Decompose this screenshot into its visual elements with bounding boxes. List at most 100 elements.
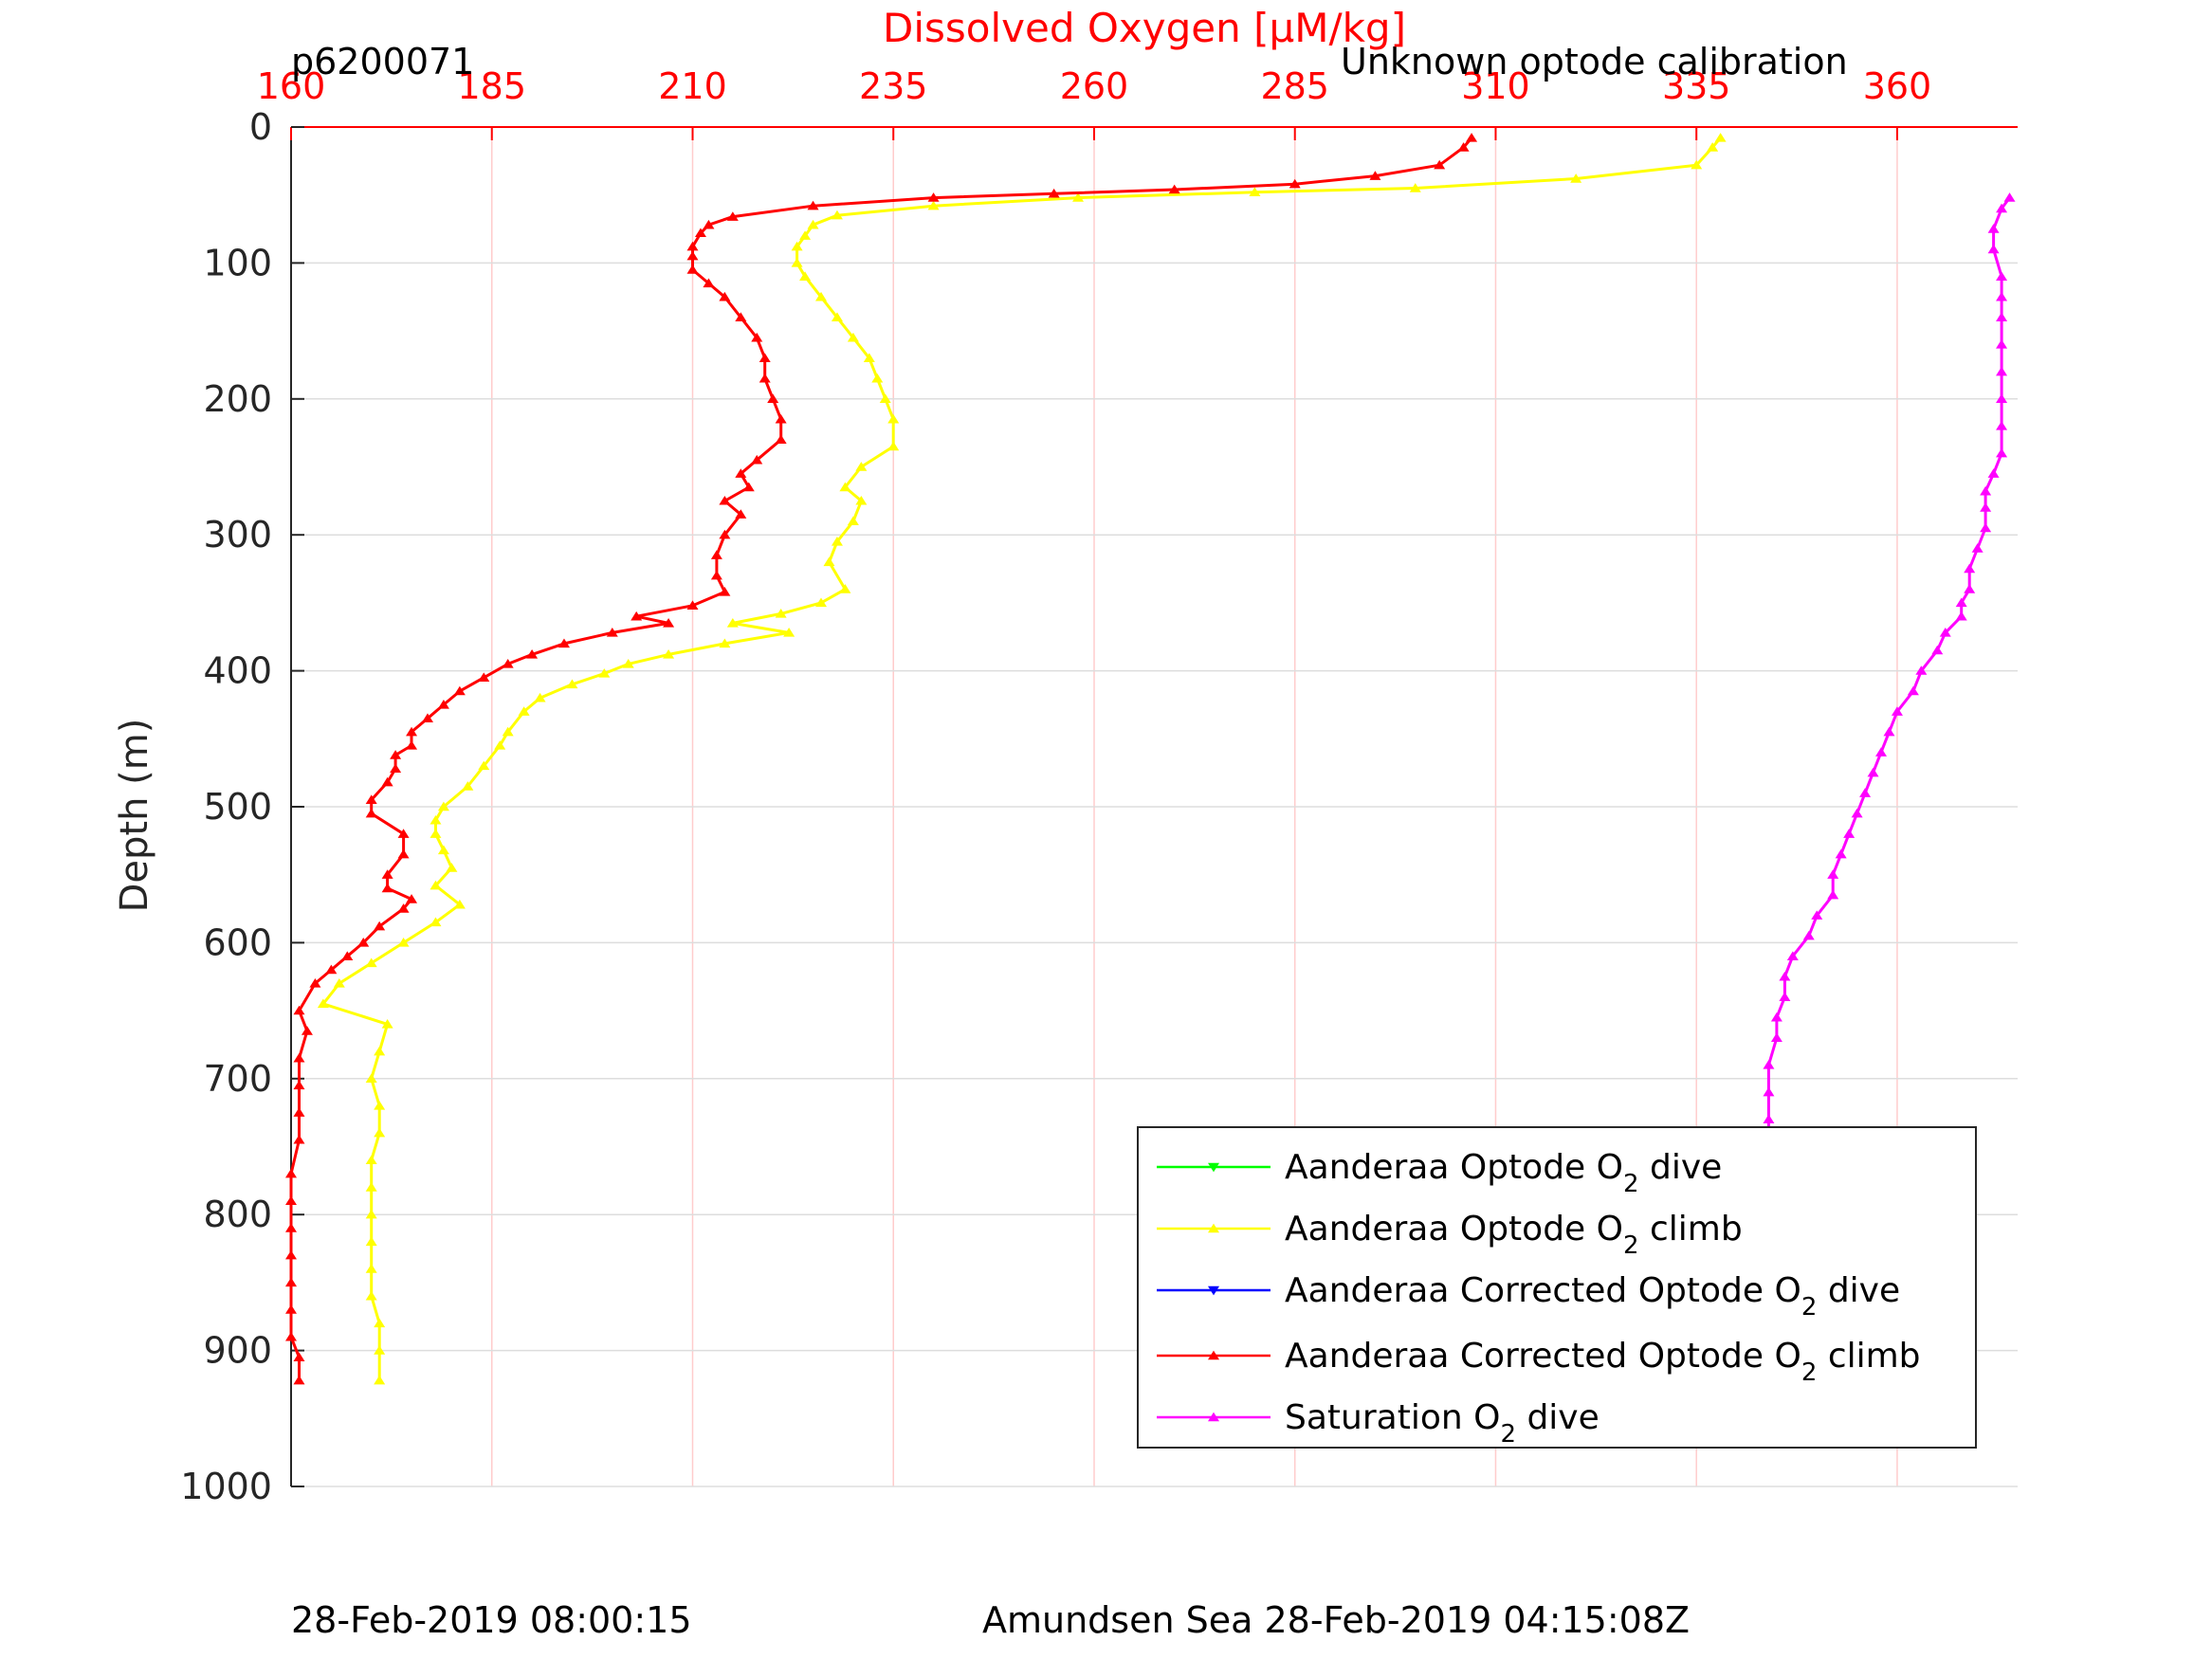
x-tick-label: 235 [859,65,928,107]
data-point [285,1249,297,1260]
data-point [759,373,771,383]
data-point [374,1046,386,1056]
data-point [1875,747,1888,757]
y-tick-label: 700 [203,1058,272,1100]
data-point [365,1236,377,1247]
x-tick-label: 160 [257,65,326,107]
data-point [1971,543,1983,553]
data-point [735,312,747,321]
data-point [1980,522,1992,533]
y-tick-label: 500 [203,786,272,828]
data-point [887,413,900,424]
data-point [1996,366,2008,376]
data-point [381,869,393,879]
data-point [406,894,418,903]
series-line [321,137,1722,1381]
data-point [293,1107,305,1117]
data-point [710,550,722,559]
data-point [365,1182,377,1192]
legend-marker [1208,1162,1219,1173]
data-point [1987,244,2000,254]
data-point [1811,910,1823,920]
data-point [1955,611,1967,621]
data-point [285,1195,297,1206]
data-point [325,964,338,975]
data-point [293,1134,305,1144]
data-point [1931,645,1944,655]
data-point [1802,930,1815,940]
data-point [1570,173,1582,183]
data-point [1996,447,2008,458]
data-point [927,200,940,210]
data-point [365,1073,377,1083]
data-point [397,829,410,838]
data-point [566,679,578,689]
legend-label: Saturation O2 dive [1285,1398,1600,1449]
y-tick-label: 100 [203,242,272,283]
data-point [1996,271,2008,281]
x-tick-label: 335 [1662,65,1731,107]
x-tick-label: 310 [1461,65,1530,107]
data-point [381,1019,393,1029]
data-point [710,570,722,580]
data-point [759,353,771,362]
data-point [1786,951,1799,960]
data-point [663,648,675,659]
data-point [815,597,828,608]
data-point [437,845,449,855]
data-point [799,271,812,281]
data-point [430,829,442,838]
data-point [374,1101,386,1110]
data-point [735,468,747,478]
data-point [831,210,843,220]
data-point [1434,159,1446,170]
data-point [767,393,779,403]
data-point [1770,1032,1782,1042]
data-point [807,200,819,210]
data-point [494,740,506,750]
data-point [927,192,940,202]
data-point [839,482,851,492]
data-point [1827,889,1839,900]
data-point [726,618,739,628]
data-point [357,938,370,947]
data-point [1763,1114,1775,1124]
data-point [775,434,787,445]
data-point [293,1052,305,1063]
data-point [1048,188,1060,198]
data-point [558,638,570,648]
data-point [598,668,611,678]
footer-timestamp: 28-Feb-2019 08:00:15 [291,1599,692,1641]
data-point [663,618,675,628]
data-point [430,880,442,890]
data-point [1707,142,1719,152]
data-point [1779,992,1791,1001]
data-point [1867,767,1879,777]
data-point [397,903,410,913]
data-point [1851,808,1863,818]
data-point [374,1375,386,1385]
data-point [518,706,530,716]
data-point [1883,726,1895,737]
y-tick-label: 0 [249,106,272,148]
x-tick-label: 260 [1060,65,1129,107]
data-point [742,482,755,492]
legend-marker [1208,1285,1219,1296]
x-tick-label: 210 [658,65,727,107]
data-point [293,1080,305,1090]
data-point [406,740,418,750]
calibration-note: Unknown optode calibration [1341,41,1848,82]
data-point [430,917,442,927]
data-point [751,454,763,465]
data-point [293,1375,305,1385]
data-point [871,373,884,383]
data-point [686,264,699,274]
data-point [285,1304,297,1314]
profile-id: p6200071 [291,41,474,82]
data-point [1466,133,1478,142]
data-point [622,659,634,668]
data-point [735,509,747,519]
data-point [341,951,354,960]
data-point [1168,184,1180,194]
data-point [374,1127,386,1138]
